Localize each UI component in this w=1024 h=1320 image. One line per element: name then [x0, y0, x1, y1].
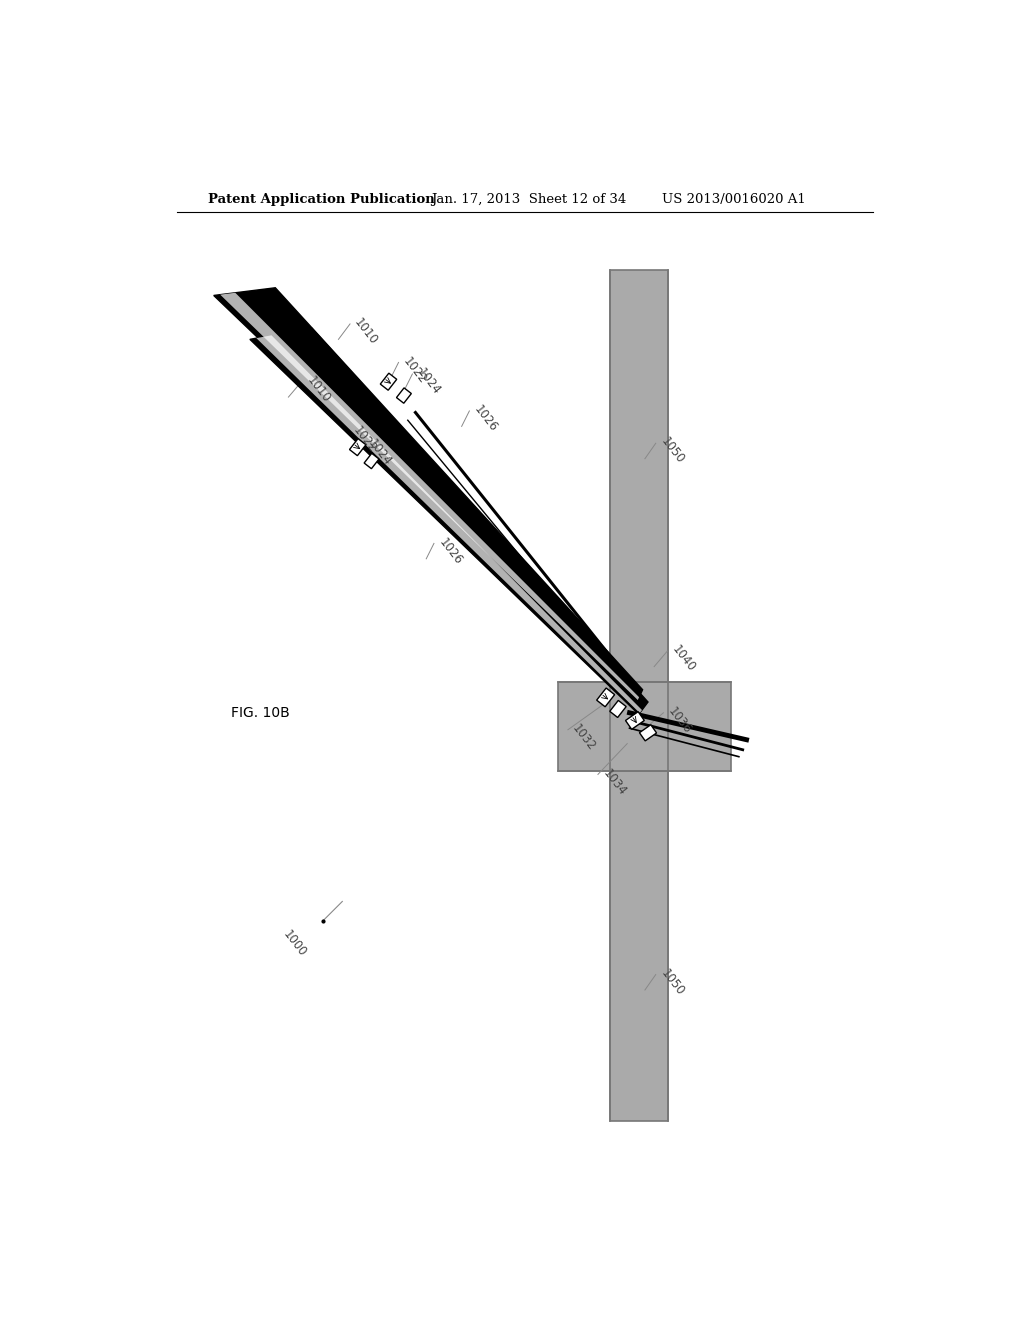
Polygon shape [639, 725, 656, 741]
Polygon shape [380, 374, 396, 391]
Polygon shape [609, 771, 668, 1121]
Text: 1010: 1010 [304, 374, 333, 405]
Text: 1050: 1050 [658, 436, 686, 467]
Polygon shape [349, 438, 366, 455]
Text: 1024: 1024 [414, 366, 442, 397]
Polygon shape [609, 682, 668, 771]
Text: 1050: 1050 [658, 966, 686, 998]
Polygon shape [396, 388, 412, 403]
Polygon shape [220, 293, 639, 700]
Text: 1010: 1010 [351, 315, 380, 347]
Polygon shape [365, 453, 379, 469]
Text: Jan. 17, 2013  Sheet 12 of 34: Jan. 17, 2013 Sheet 12 of 34 [431, 193, 626, 206]
Text: Patent Application Publication: Patent Application Publication [208, 193, 434, 206]
Polygon shape [558, 682, 731, 771]
Text: 1000: 1000 [281, 928, 309, 960]
Polygon shape [626, 711, 644, 730]
Text: 1036: 1036 [666, 705, 694, 737]
Polygon shape [597, 688, 614, 706]
Polygon shape [609, 701, 627, 718]
Text: 1032: 1032 [569, 722, 598, 754]
Text: 1024: 1024 [366, 437, 394, 469]
Text: 1026: 1026 [472, 403, 501, 434]
Polygon shape [609, 271, 668, 682]
Text: 1034: 1034 [600, 767, 629, 797]
Text: FIG. 10B: FIG. 10B [230, 706, 290, 719]
Text: 1022: 1022 [400, 355, 429, 385]
Polygon shape [256, 335, 642, 713]
Text: US 2013/0016020 A1: US 2013/0016020 A1 [662, 193, 806, 206]
Text: 1026: 1026 [436, 536, 465, 568]
Text: 1022: 1022 [350, 424, 379, 455]
Text: 1040: 1040 [670, 643, 698, 675]
Polygon shape [214, 288, 643, 701]
Polygon shape [250, 327, 648, 714]
